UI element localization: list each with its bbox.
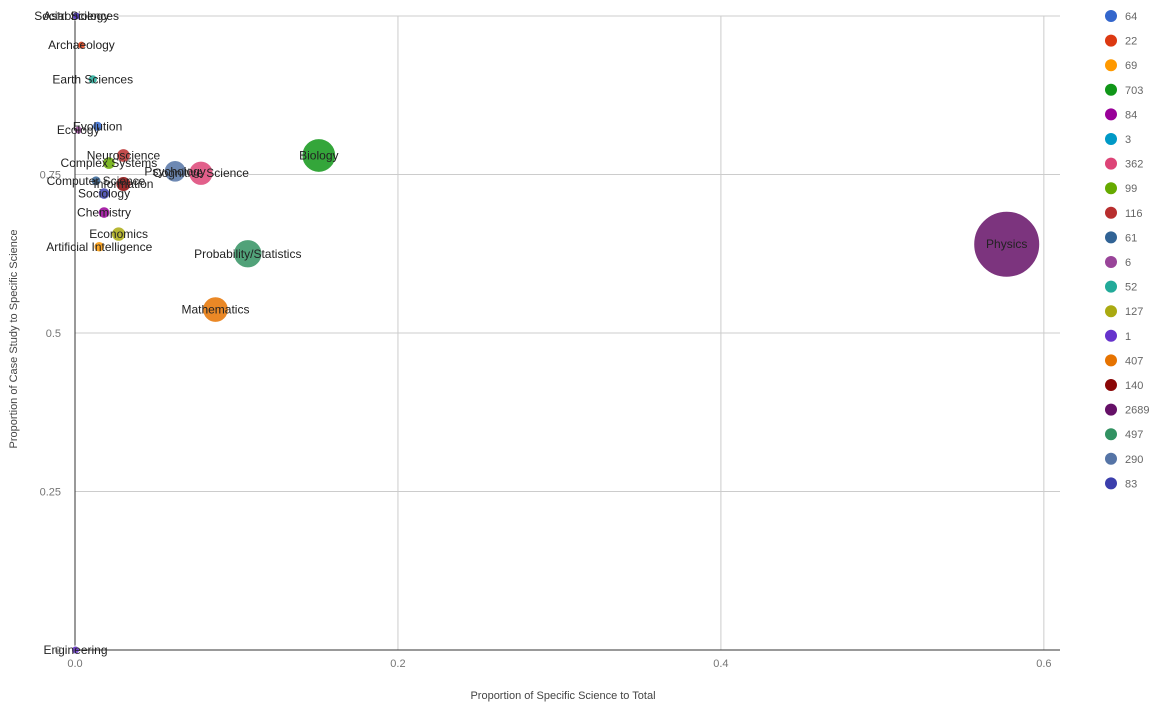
legend-label: 290 — [1125, 454, 1143, 466]
bubbles — [70, 11, 1041, 655]
legend-label: 3 — [1125, 134, 1131, 146]
bubble[interactable] — [202, 296, 229, 323]
bubble[interactable] — [973, 210, 1041, 278]
bubble[interactable] — [233, 239, 263, 269]
bubble-label: Cognitive Science — [153, 166, 249, 180]
bubble[interactable] — [163, 159, 187, 183]
tick-labels: 0 0.25 0.5 0.75 1 0.0 0.2 0.4 0.6 — [40, 11, 1052, 670]
bubble-label: Earth Sciences — [52, 72, 133, 86]
legend-marker — [1105, 10, 1117, 22]
legend-marker — [1105, 108, 1117, 121]
bubble[interactable] — [115, 175, 132, 193]
x-tick-label: 0.2 — [390, 658, 405, 670]
legend-label: 83 — [1125, 478, 1137, 490]
legend: 64 22 69 703 84 3 362 99 116 61 6 52 127 1 407 140 2689 4… — [1105, 10, 1149, 490]
bubble-labels: Engineering Physics Biology Probability/Sta… — [34, 9, 1027, 657]
legend-marker — [1105, 428, 1117, 441]
bubble-label: Sociology — [78, 187, 130, 201]
legend-label: 52 — [1125, 282, 1137, 294]
legend-marker — [1105, 231, 1117, 244]
legend-marker — [1105, 305, 1117, 318]
bubble-label: Social Sciences — [34, 9, 119, 23]
bubble-label: Biology — [299, 148, 338, 162]
bubble-label: Physics — [986, 237, 1027, 251]
legend-marker — [1105, 280, 1117, 293]
bubble[interactable] — [97, 187, 111, 200]
bubble[interactable] — [76, 40, 86, 50]
legend-marker — [1105, 83, 1117, 96]
bubble[interactable] — [97, 206, 111, 219]
bubble[interactable] — [92, 120, 104, 132]
bubble[interactable] — [93, 240, 106, 253]
bubble-label: Artificial Intelligence — [46, 240, 152, 254]
legend-marker — [1105, 354, 1117, 367]
bubble[interactable] — [90, 175, 102, 187]
legend-label: 61 — [1125, 232, 1137, 244]
bubble-label: Economics — [89, 227, 148, 241]
bubble[interactable] — [71, 11, 81, 21]
legend-marker — [1105, 206, 1117, 219]
x-tick-label: 0.6 — [1036, 658, 1051, 670]
bubble-label: Astrobiology — [43, 9, 109, 23]
legend-label: 116 — [1125, 208, 1143, 220]
legend-label: 127 — [1125, 306, 1143, 318]
legend-marker — [1105, 477, 1117, 490]
legend-label: 362 — [1125, 159, 1143, 171]
legend-label: 703 — [1125, 85, 1143, 97]
x-tick-label: 0.0 — [67, 658, 82, 670]
legend-marker — [1105, 452, 1117, 465]
legend-marker — [1105, 34, 1117, 47]
bubble-label: Mathematics — [181, 303, 249, 317]
bubble-label: Psychology — [144, 164, 205, 178]
bubble[interactable] — [301, 138, 337, 173]
x-tick-label: 0.4 — [713, 658, 728, 670]
legend-label: 99 — [1125, 183, 1137, 195]
bubble-label: Engineering — [43, 643, 107, 657]
bubble-label: Probability/Statistics — [194, 247, 301, 261]
y-tick-label: 0 — [55, 645, 61, 657]
axes — [74, 16, 1060, 651]
legend-label: 1 — [1125, 331, 1131, 343]
bubble-label: Ecology — [57, 123, 100, 137]
legend-marker — [1105, 133, 1117, 145]
bubble[interactable] — [188, 160, 214, 186]
bubble-label: Neuroscience — [87, 148, 161, 162]
gridlines — [75, 15, 1060, 651]
legend-label: 2689 — [1125, 405, 1149, 417]
y-tick-label: 1 — [55, 11, 61, 23]
legend-label: 407 — [1125, 355, 1143, 367]
bubble[interactable] — [102, 156, 116, 170]
legend-marker — [1105, 379, 1117, 391]
legend-label: 497 — [1125, 429, 1143, 441]
legend-marker — [1105, 182, 1117, 195]
legend-label: 140 — [1125, 380, 1143, 392]
legend-label: 69 — [1125, 60, 1137, 72]
y-tick-label: 0.25 — [40, 487, 61, 499]
legend-marker — [1105, 256, 1117, 268]
bubble[interactable] — [116, 148, 131, 163]
y-axis-title: Proportion of Case Study to Specific Sci… — [8, 230, 20, 449]
bubble-label: Chemistry — [77, 206, 131, 220]
legend-marker — [1105, 59, 1117, 72]
legend-label: 6 — [1125, 257, 1131, 269]
legend-marker — [1105, 157, 1117, 170]
bubble-label: Information — [93, 177, 153, 191]
bubble[interactable] — [110, 226, 127, 242]
x-axis-title: Proportion of Specific Science to Total — [470, 690, 655, 702]
bubble[interactable] — [87, 74, 98, 85]
y-tick-label: 0.5 — [46, 328, 61, 340]
bubble-label: Evolution — [73, 119, 122, 133]
legend-label: 84 — [1125, 109, 1137, 121]
y-tick-label: 0.75 — [40, 170, 61, 182]
bubble-label: Complex Systems — [61, 156, 158, 170]
bubble-label: Computer Science — [47, 174, 146, 188]
bubble[interactable] — [73, 125, 83, 135]
legend-label: 22 — [1125, 36, 1137, 48]
legend-label: 64 — [1125, 11, 1137, 23]
bubble[interactable] — [70, 645, 80, 655]
legend-marker — [1105, 403, 1117, 416]
bubble-label: Archaeology — [48, 38, 115, 52]
legend-marker — [1105, 329, 1117, 342]
